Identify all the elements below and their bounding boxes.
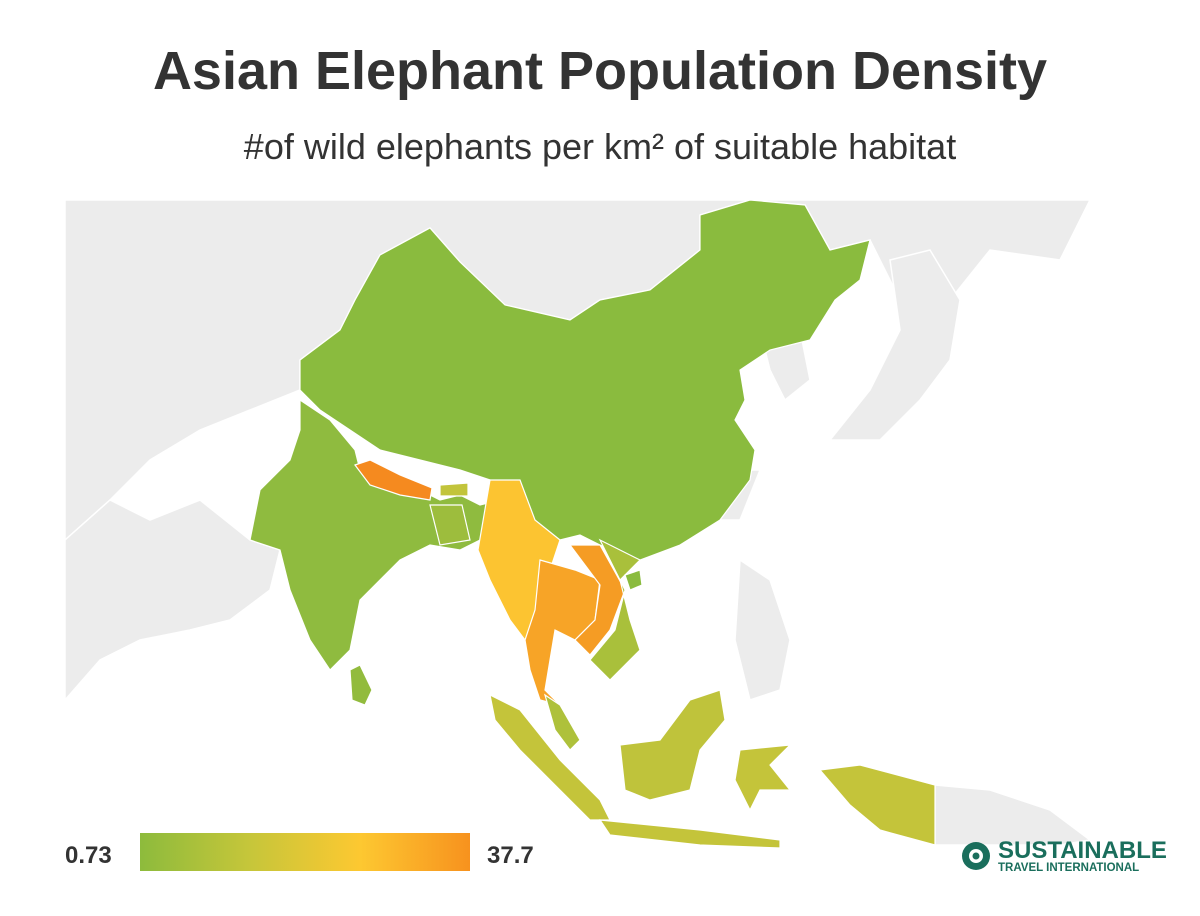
bangladesh [429, 504, 471, 546]
bhutan [439, 482, 469, 497]
logo-dot [972, 852, 980, 860]
title: Asian Elephant Population Density [152, 41, 1048, 101]
china [299, 199, 871, 561]
malaysia [543, 693, 581, 751]
legend-max: 37.7 [487, 842, 534, 869]
borneo [619, 689, 726, 801]
nepal [354, 459, 433, 501]
countries [249, 199, 936, 849]
hainan [624, 569, 643, 591]
vietnam [589, 538, 642, 681]
laos-cambodia [568, 544, 626, 656]
brand-name: SUSTAINABLE [998, 837, 1167, 864]
sri-lanka [349, 664, 373, 706]
brand-tagline: TRAVEL INTERNATIONAL [998, 862, 1140, 874]
sulawesi [734, 744, 792, 812]
background-land [64, 199, 1092, 846]
subtitle: #of wild elephants per km² of suitable h… [243, 126, 957, 167]
papua [818, 764, 936, 846]
legend-bar [140, 833, 470, 871]
legend-min: 0.73 [65, 842, 112, 869]
java [598, 819, 781, 849]
